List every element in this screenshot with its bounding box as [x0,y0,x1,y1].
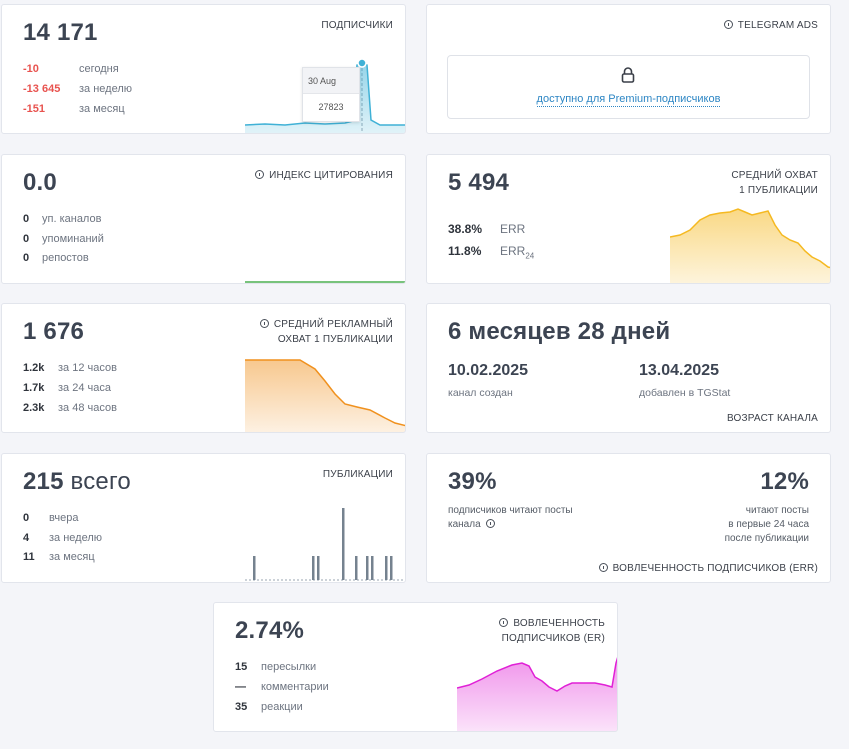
info-icon[interactable] [723,20,733,29]
channel-age-card: 6 месяцев 28 дней 10.02.2025 канал созда… [426,303,831,433]
premium-lock-box[interactable]: доступно для Premium-подписчиков [447,55,810,119]
stat-err: 38.8% ERR [448,222,526,236]
stat-week: 4 за неделю [23,532,103,544]
err-left-value: 39% [448,468,497,495]
average-reach-title: СРЕДНИЙ ОХВАТ 1 ПУБЛИКАЦИИ [731,170,818,196]
er-card[interactable]: 2.74% ВОВЛЕЧЕННОСТЬ ПОДПИСЧИКОВ (ER) 15 п… [213,602,618,732]
citation-index-value: 0.0 [23,169,57,196]
citation-index-title: ИНДЕКС ЦИТИРОВАНИЯ [255,168,393,183]
average-reach-value: 5 494 [448,169,510,196]
telegram-ads-card: TELEGRAM ADS доступно для Premium-подпис… [426,4,831,134]
er-title: ВОВЛЕЧЕННОСТЬ ПОДПИСЧИКОВ (ER) [499,616,605,646]
err-right-text: читают посты в первые 24 часа после публ… [724,505,809,544]
channel-age-title: ВОЗРАСТ КАНАЛА [726,413,818,424]
average-reach-card[interactable]: 5 494 СРЕДНИЙ ОХВАТ 1 ПУБЛИКАЦИИ 38.8% ER… [426,154,831,284]
reach-sparkline[interactable] [670,195,831,284]
ad-reach-sparkline[interactable] [245,344,406,433]
stat-reactions: 35 реакции [235,701,303,713]
stat-week: -13 645 за неделю [23,83,133,95]
chart-tooltip: 30 Aug 27823 [302,67,360,122]
created-date: 10.02.2025 [448,362,529,379]
info-icon[interactable] [499,618,509,627]
er-sparkline[interactable] [457,643,618,732]
question-icon[interactable] [486,519,496,528]
citation-index-card[interactable]: 0.0 ИНДЕКС ЦИТИРОВАНИЯ 0 уп. каналов 0 упо… [1,154,406,284]
posts-bar-chart[interactable] [245,494,406,583]
err-title: ВОВЛЕЧЕННОСТЬ ПОДПИСЧИКОВ (ERR) [598,561,818,576]
stat-comments: — комментарии [235,681,329,693]
lock-icon [621,67,635,83]
posts-count: 215 всего [23,468,131,495]
tooltip-date: 30 Aug [303,68,359,94]
stat-month: 11 за месяц [23,551,95,563]
stat-mentions: 0 упоминаний [23,233,104,245]
tooltip-value: 27823 [318,102,344,112]
added-date: 13.04.2025 [639,362,720,379]
stat-today: -10 сегодня [23,63,119,75]
err-left-text: подписчиков читают посты канала [448,505,573,530]
stat-month: -151 за месяц [23,103,125,115]
stat-48h: 2.3k за 48 часов [23,402,117,414]
info-icon[interactable] [598,563,608,572]
err-right-value: 12% [760,468,809,495]
citation-sparkline[interactable] [245,275,406,284]
ad-reach-title: СРЕДНИЙ РЕКЛАМНЫЙ ОХВАТ 1 ПУБЛИКАЦИИ [259,317,393,347]
er-value: 2.74% [235,617,305,644]
telegram-ads-title: TELEGRAM ADS [723,18,818,33]
subscribers-card[interactable]: 14 171 ПОДПИСЧИКИ -10 сегодня -13 645 за н… [1,4,406,134]
ad-reach-card[interactable]: 1 676 СРЕДНИЙ РЕКЛАМНЫЙ ОХВАТ 1 ПУБЛИКАЦ… [1,303,406,433]
stat-err24: 11.8% ERR24 [448,244,535,261]
subscribers-title: ПОДПИСЧИКИ [321,20,393,31]
created-label: канал создан [448,387,513,399]
stat-forwards: 15 пересылки [235,661,317,673]
premium-link[interactable]: доступно для Premium-подписчиков [536,93,721,107]
stat-reposts: 0 репостов [23,252,89,264]
stat-mentioning-channels: 0 уп. каналов [23,213,102,225]
info-icon[interactable] [255,170,265,179]
subscribers-count: 14 171 [23,19,98,46]
stat-24h: 1.7k за 24 часа [23,382,111,394]
stat-12h: 1.2k за 12 часов [23,362,117,374]
added-label: добавлен в TGStat [639,387,731,399]
posts-card[interactable]: 215 всего ПУБЛИКАЦИИ 0 вчера 4 за неделю 1… [1,453,406,583]
info-icon[interactable] [259,319,269,328]
stat-yesterday: 0 вчера [23,512,79,524]
ad-reach-value: 1 676 [23,318,85,345]
posts-title: ПУБЛИКАЦИИ [322,469,393,480]
channel-age-value: 6 месяцев 28 дней [448,318,671,345]
err-card: 39% подписчиков читают посты канала 12% … [426,453,831,583]
